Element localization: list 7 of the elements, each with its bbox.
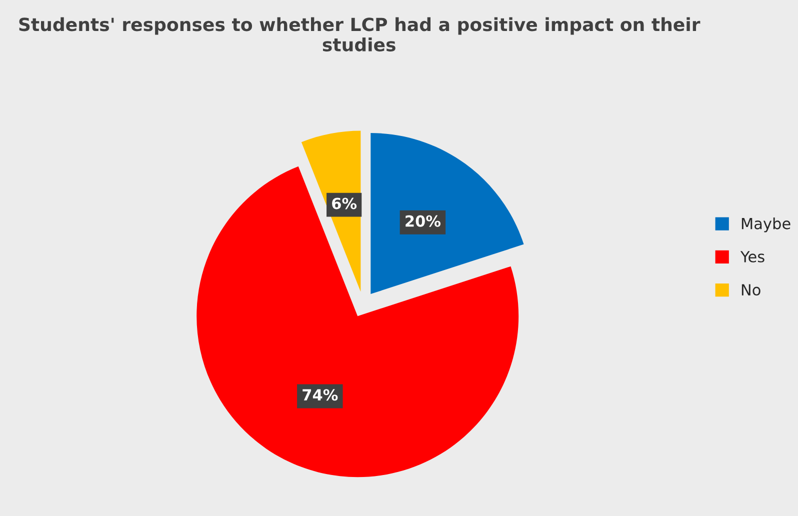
- data-label: 74%: [302, 389, 338, 401]
- legend-label: Yes: [740, 251, 764, 262]
- legend-label: No: [742, 284, 760, 296]
- chart-title: Students' responses to whether LCP had a positive impact on their studies: [19, 17, 700, 52]
- data-label: 20%: [406, 215, 441, 227]
- data-label: 6%: [332, 198, 357, 210]
- legend-label: Maybe: [742, 217, 790, 232]
